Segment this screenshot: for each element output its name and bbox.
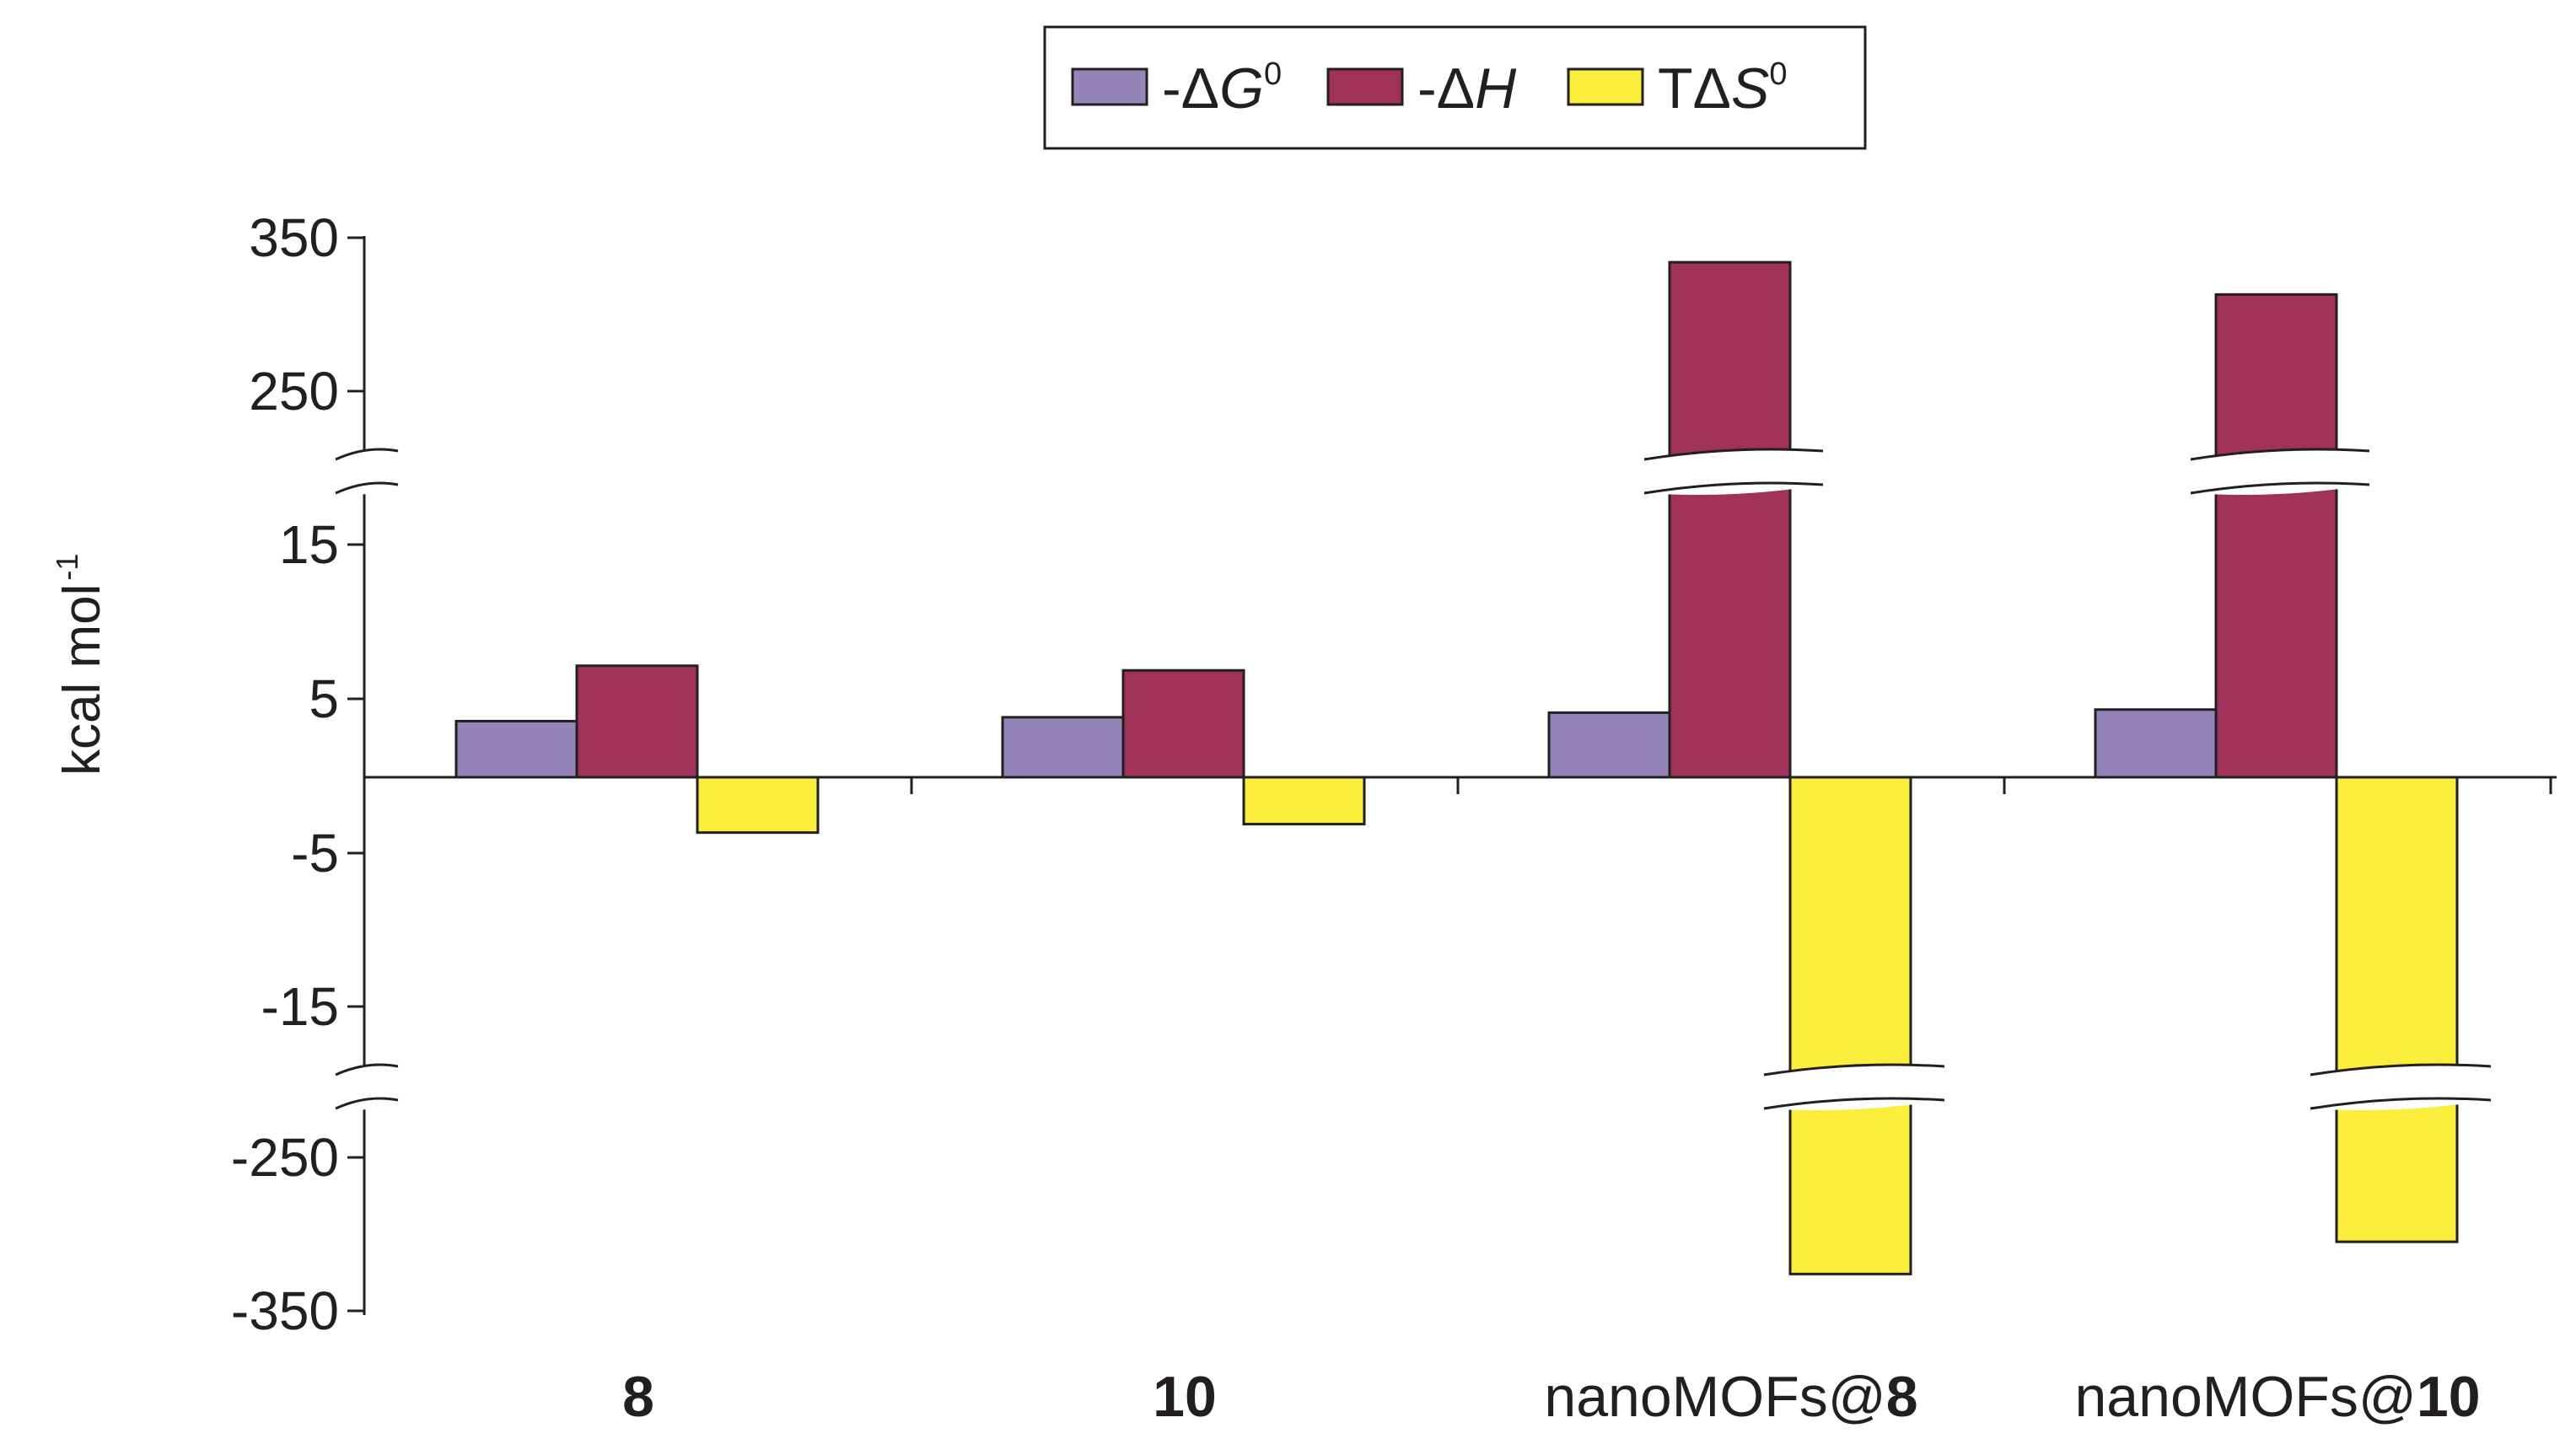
axis-break-line (2310, 1097, 2492, 1110)
y-axis-break-bottom (335, 1063, 399, 1111)
bars (454, 260, 2459, 1275)
bar-dg-3 (1547, 711, 1671, 779)
bar-tds-3 (1788, 776, 1912, 1275)
y-tick-label: -5 (291, 823, 339, 883)
category-label-1: 8 (622, 1365, 654, 1429)
category-label-number: 8 (622, 1365, 654, 1429)
y-axis-ticks: 350 250 15 5 -5 -15 -250 -350 (231, 207, 364, 1341)
y-tick-label: -15 (261, 976, 340, 1037)
bar-break-tds-4 (2310, 1063, 2492, 1111)
legend-label-tds: TΔS0 (1658, 56, 1787, 121)
category-label-2: 10 (1153, 1365, 1217, 1429)
y-tick-label: 15 (279, 514, 339, 575)
category-label-number: 10 (2417, 1365, 2481, 1429)
axis-break-line (1763, 1097, 1945, 1110)
legend: -ΔG0 -ΔH TΔS0 (1043, 25, 1867, 150)
bar-dh-2 (1121, 668, 1245, 779)
bar-dg-2 (1001, 716, 1125, 779)
bar-tds-1 (696, 776, 820, 835)
legend-box (1043, 25, 1867, 150)
axis-break-line (2190, 481, 2370, 495)
bar-dh-3 (1668, 260, 1792, 779)
legend-label-dh: -ΔH (1417, 56, 1517, 121)
category-label-4: nanoMOFs@10 (2074, 1365, 2480, 1429)
axis-break-line (335, 1097, 399, 1110)
y-tick-label: 5 (309, 668, 339, 729)
axis-break-line (1643, 481, 1824, 495)
bar-dg-1 (454, 719, 578, 779)
bar-break-tds-3 (1763, 1063, 1945, 1111)
axis-break-line (1763, 1063, 1945, 1076)
legend-label-dg: -ΔG0 (1162, 56, 1282, 121)
category-label-prefix: nanoMOFs@ (2074, 1365, 2416, 1429)
axis-break-line (335, 448, 399, 461)
axis-break-line (2310, 1063, 2492, 1076)
category-label-number: 8 (1886, 1365, 1918, 1429)
category-labels: 8 10 nanoMOFs@8 nanoMOFs@10 (622, 1365, 2480, 1429)
y-tick-label: 350 (249, 207, 339, 268)
bar-dh-4 (2214, 293, 2338, 779)
axis-break-line (2190, 448, 2370, 461)
axis-break-line (1643, 448, 1824, 461)
category-label-number: 10 (1153, 1365, 1217, 1429)
legend-swatch-dh (1326, 67, 1404, 106)
category-label-3: nanoMOFs@8 (1544, 1365, 1917, 1429)
legend-swatch-dg (1071, 67, 1148, 106)
bar-dg-4 (2094, 708, 2218, 779)
bar-tds-4 (2335, 776, 2459, 1243)
y-axis-title: kcal mol-1 (50, 554, 111, 776)
axis-breaks (335, 448, 2492, 1111)
axis-break-line (335, 1063, 399, 1076)
bar-tds-2 (1242, 776, 1366, 826)
y-tick-label: -250 (231, 1127, 339, 1188)
x-axis-ticks (910, 777, 2552, 794)
bar-break-dh-4 (2190, 448, 2370, 496)
axes (363, 236, 2557, 1315)
axis-break-line (335, 481, 399, 495)
y-tick-label: 250 (249, 361, 339, 421)
y-axis-break-top (335, 448, 399, 496)
bar-dh-1 (575, 664, 699, 779)
bar-break-dh-3 (1643, 448, 1824, 496)
legend-swatch-tds (1567, 67, 1644, 106)
category-label-prefix: nanoMOFs@ (1544, 1365, 1885, 1429)
y-tick-label: -350 (231, 1281, 339, 1341)
